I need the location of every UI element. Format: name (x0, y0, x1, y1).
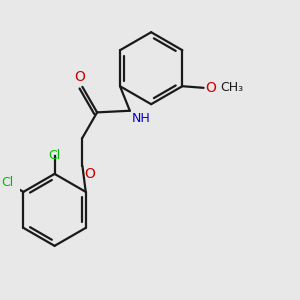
Text: O: O (74, 70, 85, 84)
Text: CH₃: CH₃ (220, 81, 244, 94)
Text: Cl: Cl (48, 149, 61, 162)
Text: O: O (205, 81, 216, 95)
Text: NH: NH (131, 112, 150, 125)
Text: O: O (84, 167, 95, 181)
Text: Cl: Cl (2, 176, 14, 189)
